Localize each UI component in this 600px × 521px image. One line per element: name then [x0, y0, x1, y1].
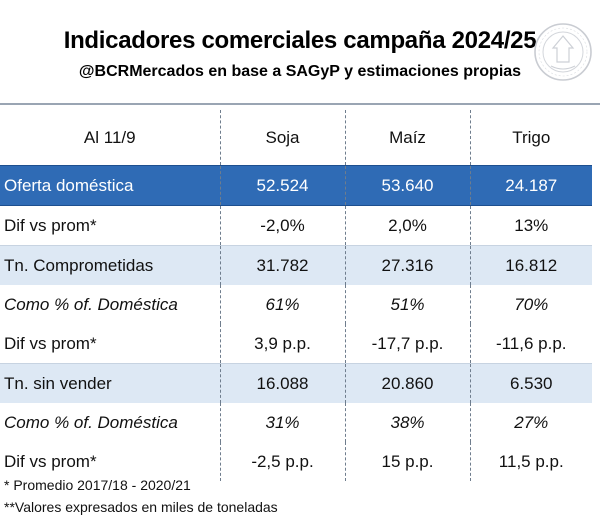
cell-soja: 16.088	[220, 363, 346, 403]
header-divider	[0, 103, 600, 105]
row-label: Dif vs prom*	[0, 324, 221, 364]
column-header-soja: Soja	[220, 110, 346, 166]
cell-trigo: 13%	[514, 215, 549, 235]
cell-trigo: 11,5 p.p.	[498, 451, 564, 471]
cell-maiz: 53.640	[345, 165, 471, 206]
row-label: Tn. Comprometidas	[0, 245, 221, 285]
cell-soja: 31%	[220, 403, 346, 442]
cell-maiz: 2,0%	[345, 205, 471, 246]
footnotes: * Promedio 2017/18 - 2020/21 **Valores e…	[4, 474, 278, 518]
row-label: Oferta doméstica	[0, 165, 221, 206]
bolsa-de-comercio-seal-icon	[534, 23, 592, 81]
cell-trigo: 16.812	[470, 245, 592, 285]
table-row-pct-sin-vender: Como % of. Doméstica 31% 38% 27%	[0, 403, 592, 442]
table-row-pct-comprometidas: Como % of. Doméstica 61% 51% 70%	[0, 285, 592, 324]
cell-maiz: -17,7 p.p.	[345, 324, 471, 364]
cell-maiz: 27.316	[345, 245, 471, 285]
table-row-sin-vender: Tn. sin vender 16.088 20.860 6.530	[0, 363, 592, 403]
cell-trigo: 70%	[514, 294, 549, 314]
table-row-dif-comprometidas: Dif vs prom* 3,9 p.p. -17,7 p.p. -11,6 p…	[0, 324, 592, 364]
cell-soja: 31.782	[220, 245, 346, 285]
page-title: Indicadores comerciales campaña 2024/25	[63, 27, 537, 54]
row-label: Como % of. Doméstica	[0, 285, 221, 324]
row-label: Como % of. Doméstica	[0, 403, 221, 442]
cell-trigo: 6.530	[470, 363, 592, 403]
cell-maiz: 38%	[345, 403, 471, 442]
indicators-table: Al 11/9 Soja Maíz Trigo Oferta doméstica…	[0, 110, 592, 481]
footnote: * Promedio 2017/18 - 2020/21	[4, 477, 191, 493]
cell-soja: 52.524	[220, 165, 346, 206]
cell-trigo: -11,6 p.p.	[495, 333, 567, 353]
cell-soja: -2,0%	[220, 205, 346, 246]
table-row-dif-sin-vender: Dif vs prom* -2,5 p.p. 15 p.p. 11,5 p.p.	[0, 442, 592, 481]
header: Indicadores comerciales campaña 2024/25 …	[0, 0, 600, 104]
cell-soja: 3,9 p.p.	[220, 324, 346, 364]
column-header-date: Al 11/9	[0, 110, 221, 166]
cell-soja: 61%	[220, 285, 346, 324]
footnote: **Valores expresados en miles de tonelad…	[4, 499, 278, 515]
cell-trigo: 24.187	[470, 165, 592, 206]
cell-maiz: 51%	[345, 285, 471, 324]
table-header-row: Al 11/9 Soja Maíz Trigo	[0, 110, 592, 166]
cell-trigo: 27%	[514, 412, 549, 432]
page-subtitle: @BCRMercados en base a SAGyP y estimacio…	[78, 63, 522, 80]
column-header-trigo: Trigo	[512, 127, 551, 147]
table-row-comprometidas: Tn. Comprometidas 31.782 27.316 16.812	[0, 245, 592, 285]
table-row-dif-oferta: Dif vs prom* -2,0% 2,0% 13%	[0, 205, 592, 246]
cell-maiz: 15 p.p.	[345, 442, 471, 481]
cell-maiz: 20.860	[345, 363, 471, 403]
row-label: Dif vs prom*	[0, 205, 221, 246]
cell-soja: -2,5 p.p.	[220, 442, 346, 481]
column-header-maiz: Maíz	[345, 110, 471, 166]
row-label: Dif vs prom*	[0, 442, 221, 481]
row-label: Tn. sin vender	[0, 363, 221, 403]
table-row-oferta: Oferta doméstica 52.524 53.640 24.187	[0, 165, 592, 206]
